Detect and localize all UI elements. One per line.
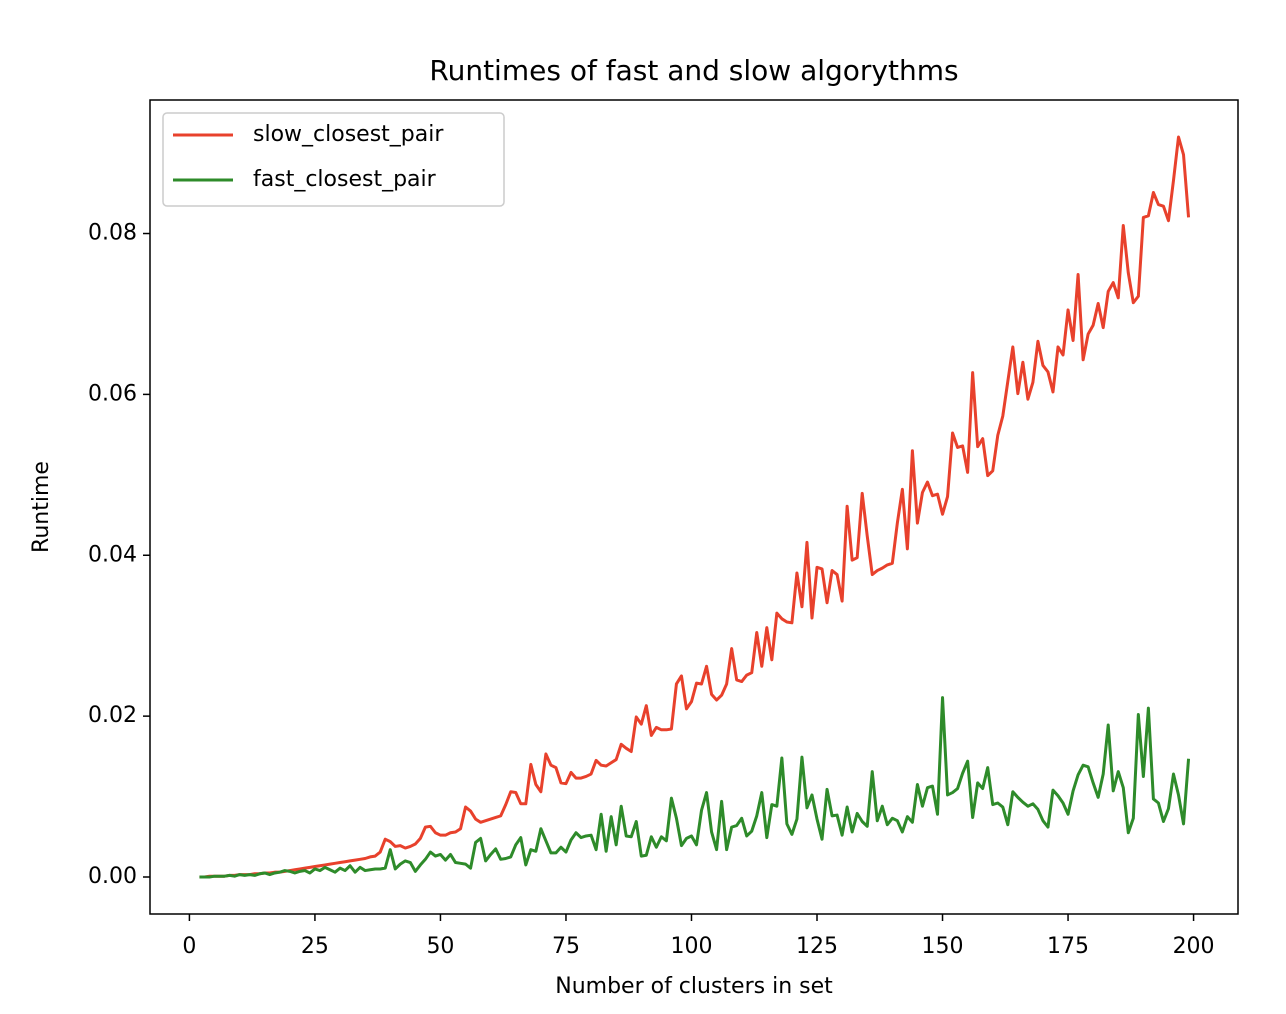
series-line — [199, 696, 1191, 879]
series-line — [199, 135, 1191, 879]
legend-label: slow_closest_pair — [253, 122, 444, 147]
y-tick-label: 0.06 — [88, 381, 137, 406]
y-tick-label: 0.00 — [88, 864, 137, 889]
x-tick-label: 125 — [796, 934, 838, 959]
x-tick-label: 175 — [1047, 934, 1089, 959]
y-tick-label: 0.08 — [88, 221, 137, 246]
plot-frame — [149, 99, 1239, 915]
x-tick-label: 150 — [922, 934, 964, 959]
legend-box — [162, 112, 505, 207]
y-tick-label: 0.04 — [88, 542, 137, 567]
legend-label: fast_closest_pair — [253, 167, 437, 192]
y-tick-label: 0.02 — [88, 703, 137, 728]
x-tick-label: 200 — [1173, 934, 1215, 959]
x-axis-label: Number of clusters in set — [555, 974, 833, 999]
x-tick-label: 100 — [670, 934, 712, 959]
chart-title: Runtimes of fast and slow algorythms — [429, 54, 958, 87]
y-axis-label: Runtime — [29, 461, 54, 553]
x-tick-label: 50 — [426, 934, 454, 959]
x-tick-label: 75 — [552, 934, 580, 959]
x-tick-label: 25 — [301, 934, 329, 959]
x-tick-label: 0 — [182, 934, 196, 959]
